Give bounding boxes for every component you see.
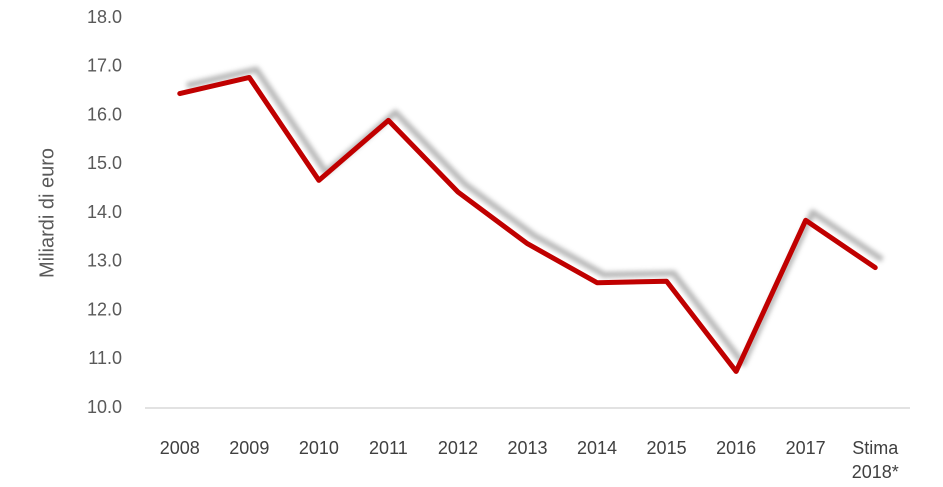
y-tick-label: 16.0 [87, 104, 122, 124]
x-tick-label: 2011 [369, 438, 408, 458]
x-tick-label: Stima 2018* [851, 438, 899, 482]
y-tick-label: 10.0 [87, 397, 122, 417]
x-tick-label: 2008 [159, 438, 200, 458]
y-tick-label: 17.0 [87, 56, 122, 76]
y-tick-label: 11.0 [88, 348, 122, 368]
x-tick-label: 2010 [298, 438, 339, 458]
y-axis-label: Miliardi di euro [36, 148, 58, 278]
x-tick-label: 2015 [646, 438, 687, 458]
x-tick-label: 2014 [577, 438, 618, 458]
x-tick-label: 2009 [229, 438, 270, 458]
data-line [177, 74, 878, 374]
x-tick-label: 2012 [437, 438, 478, 458]
y-tick-label: 15.0 [87, 153, 122, 173]
y-tick-label: 18.0 [87, 7, 122, 27]
x-tick-label: 2013 [507, 438, 548, 458]
x-tick-label: 2016 [716, 438, 757, 458]
line-shadow [186, 66, 884, 367]
x-tick-label: 2017 [785, 438, 826, 458]
y-tick-label: 13.0 [87, 251, 122, 271]
y-tick-label: 14.0 [87, 202, 122, 222]
y-tick-label: 12.0 [87, 299, 122, 319]
